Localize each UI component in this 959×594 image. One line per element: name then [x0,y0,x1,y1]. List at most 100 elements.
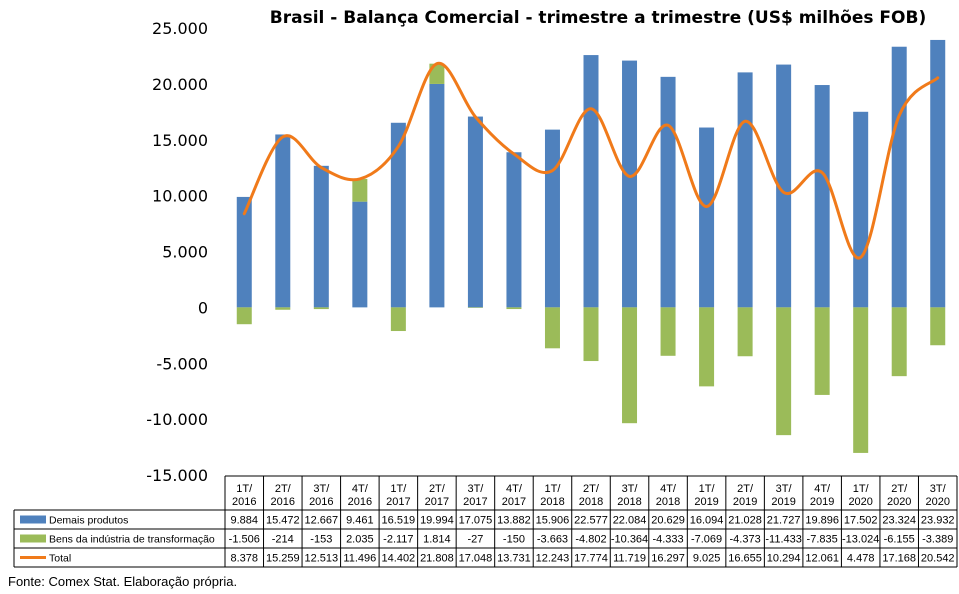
data-label: 23.324 [882,515,916,527]
bar [891,307,907,377]
bar [506,152,522,308]
legend-key [20,534,46,543]
data-label: 21.727 [767,515,801,527]
data-label: 9.025 [693,553,721,565]
data-label: 19.994 [420,515,454,527]
data-label: -7.835 [807,534,838,546]
bar [814,85,830,308]
bar [544,129,560,308]
data-label: -4.373 [730,534,761,546]
bar [275,134,291,308]
bar [236,196,252,308]
bar [352,178,368,202]
category-label: 2T/ [583,483,600,495]
data-table: 1T/20162T/20163T/20164T/20161T/20172T/20… [13,475,958,568]
data-label: -4.333 [652,534,683,546]
category-label: 4T/ [660,483,677,495]
bar [390,307,406,332]
data-label: 15.472 [266,515,300,527]
bar [352,201,368,308]
category-label: 4T/ [506,483,523,495]
data-label: -10.364 [611,534,648,546]
data-label: 17.168 [882,553,916,565]
data-label: 17.502 [844,515,878,527]
y-tick-label: 5.000 [162,243,208,262]
data-label: -6.155 [884,534,915,546]
category-label: 2016 [309,496,333,508]
category-label: 2019 [733,496,757,508]
data-label: 16.655 [728,553,762,565]
data-label: 17.774 [574,553,608,565]
data-label: 12.667 [304,515,338,527]
data-label: 4.478 [847,553,875,565]
data-label: 14.402 [382,553,416,565]
category-label: 1T/ [853,483,870,495]
chart-title: Brasil - Balança Comercial - trimestre a… [270,8,926,28]
bar [313,165,329,308]
category-label: 1T/ [545,483,562,495]
source-note: Fonte: Comex Stat. Elaboração própria. [8,574,237,589]
data-label: 11.719 [613,553,646,565]
data-label: 11.496 [343,553,376,565]
bar [583,307,599,362]
category-label: 2017 [502,496,526,508]
y-tick-label: -15.000 [146,466,208,485]
category-label: 2017 [386,496,410,508]
total-series-line [242,62,940,260]
data-label: 19.896 [805,515,839,527]
data-label: 23.932 [921,515,955,527]
category-label: 2019 [810,496,834,508]
y-axis: -15.000 -10.000 -5.000 0 5.000 10.000 15.000 20… [146,19,208,485]
data-label: 8.378 [230,553,258,565]
bar [737,72,753,308]
category-label: 3T/ [622,483,639,495]
data-label: -2.117 [383,534,413,546]
data-label: 16.519 [382,515,416,527]
bar [390,122,406,308]
y-tick-label: 15.000 [152,131,208,150]
total-line-group [242,62,940,260]
bar [275,307,291,310]
category-label: 4T/ [352,483,369,495]
bar [776,307,792,436]
data-label: -27 [467,534,483,546]
data-label: 12.061 [805,553,839,565]
y-tick-label: 25.000 [152,19,208,38]
data-label: 9.884 [230,515,258,527]
data-label: -150 [503,534,525,546]
category-label: 2016 [271,496,295,508]
category-label: 3T/ [313,483,330,495]
data-label: -1.506 [229,534,260,546]
bar [429,83,445,308]
bar [660,307,676,356]
data-label: 21.808 [420,553,454,565]
data-label: 20.629 [651,515,685,527]
category-label: 2019 [694,496,718,508]
category-label: 3T/ [467,483,484,495]
data-label: 21.028 [728,515,762,527]
bar [814,307,830,395]
data-label: 12.243 [536,553,570,565]
bar [544,307,560,349]
data-label: 16.297 [651,553,685,565]
data-label: -7.069 [691,534,722,546]
data-label: 15.906 [536,515,570,527]
data-label: 1.814 [423,534,451,546]
y-tick-label: 20.000 [152,75,208,94]
category-label: 2T/ [275,483,292,495]
category-label: 2020 [887,496,911,508]
category-label: 2020 [925,496,949,508]
category-label: 2017 [425,496,449,508]
bar [699,127,715,308]
data-label: 9.461 [346,515,374,527]
category-label: 1T/ [390,483,407,495]
category-label: 3T/ [930,483,947,495]
bar [930,307,946,346]
data-label: 15.259 [266,553,300,565]
bar [467,116,483,308]
data-label: 10.294 [767,553,801,565]
bar [737,307,753,357]
data-label: 16.094 [690,515,724,527]
category-label: 2T/ [891,483,908,495]
